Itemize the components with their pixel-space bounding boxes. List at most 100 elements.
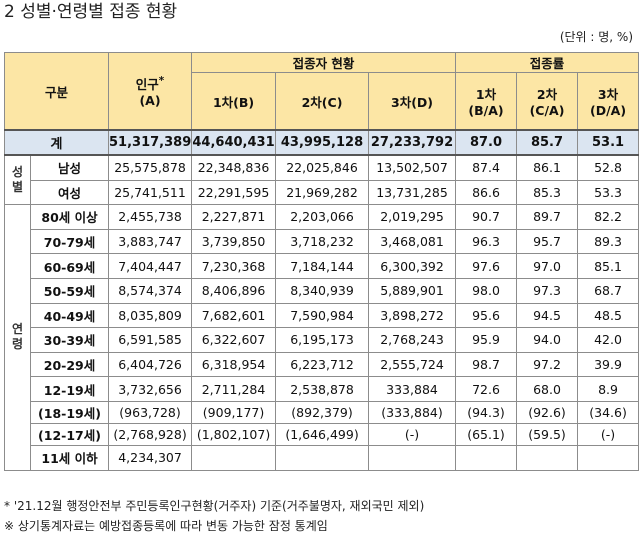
cell — [275, 444, 370, 471]
cell: (1,802,107) — [191, 422, 277, 446]
cell: 13,731,285 — [368, 179, 457, 206]
cell — [191, 444, 277, 471]
cell: (-) — [577, 422, 640, 446]
cell: 95.6 — [455, 302, 518, 329]
cell: 6,223,712 — [275, 351, 370, 378]
cell: 2,455,738 — [108, 204, 193, 230]
row-label: 40-49세 — [29, 302, 110, 329]
table-row: 50-59세 8,574,374 8,406,896 8,340,939 5,8… — [5, 277, 640, 304]
cell: 7,230,368 — [191, 253, 277, 279]
cell: 86.1 — [516, 154, 579, 181]
vaccination-table: 구분 인구* (A) 접종자 현황 접종률 1차(B) 2차(C) 3차(D) … — [3, 52, 640, 471]
cell: (2,768,928) — [108, 422, 193, 446]
table-row: 70-79세 3,883,747 3,739,850 3,718,232 3,4… — [5, 228, 640, 255]
cell: 2,555,724 — [368, 351, 457, 378]
cell: 94.0 — [516, 327, 579, 353]
cell — [455, 444, 518, 471]
unit-note: (단위 : 명, %) — [559, 30, 633, 44]
table-row: 40-49세 8,035,809 7,682,601 7,590,984 3,8… — [5, 302, 640, 329]
cell: (1,646,499) — [275, 422, 370, 446]
cell: 21,969,282 — [275, 179, 370, 206]
cell: 5,889,901 — [368, 277, 457, 304]
cell: 7,184,144 — [275, 253, 370, 279]
header-dose3: 3차(D) — [368, 72, 457, 131]
cell: 86.6 — [455, 179, 518, 206]
cell: 53.1 — [577, 129, 640, 156]
cell: 97.2 — [516, 351, 579, 378]
cell: 3,718,232 — [275, 228, 370, 255]
cell: 96.3 — [455, 228, 518, 255]
cell: 87.0 — [455, 129, 518, 156]
cell: (909,177) — [191, 400, 277, 424]
row-label: 계 — [3, 129, 110, 156]
table-row: (18-19세) (963,728) (909,177) (892,379) (… — [5, 400, 640, 424]
cell: 95.9 — [455, 327, 518, 353]
total-row: 계 51,317,389 44,640,431 43,995,128 27,23… — [3, 129, 640, 156]
cell: 2,768,243 — [368, 327, 457, 353]
row-label: 80세 이상 — [29, 204, 110, 230]
cell: (963,728) — [108, 400, 193, 424]
cell — [577, 444, 640, 471]
cell: 51,317,389 — [108, 129, 193, 156]
cell: 68.7 — [577, 277, 640, 304]
cell: 7,404,447 — [108, 253, 193, 279]
cell: 89.7 — [516, 204, 579, 230]
cell: 90.7 — [455, 204, 518, 230]
cell: 94.5 — [516, 302, 579, 329]
cell: 52.8 — [577, 154, 640, 181]
cell: 8,035,809 — [108, 302, 193, 329]
footnote: ※ 상기통계자료는 예방접종등록에 따라 변동 가능한 잠정 통계임 — [4, 519, 328, 533]
footnotes: * '21.12월 행정안전부 주민등록인구현황(거주자) 기준(거주불명자, … — [4, 496, 424, 536]
table-row: (12-17세) (2,768,928) (1,802,107) (1,646,… — [5, 422, 640, 446]
cell: (-) — [368, 422, 457, 446]
header-vaccinated: 접종자 현황 — [191, 52, 457, 73]
header-rate2: 2차 (C/A) — [516, 72, 579, 131]
cell: (333,884) — [368, 400, 457, 424]
cell: 6,322,607 — [191, 327, 277, 353]
cell: 6,318,954 — [191, 351, 277, 378]
header-rate3: 3차 (D/A) — [577, 72, 640, 131]
cell — [516, 444, 579, 471]
cell: 22,348,836 — [191, 154, 277, 181]
cell: 6,591,585 — [108, 327, 193, 353]
cell: 98.7 — [455, 351, 518, 378]
row-label: 70-79세 — [29, 228, 110, 255]
cell: 95.7 — [516, 228, 579, 255]
cell: 25,575,878 — [108, 154, 193, 181]
cell: 25,741,511 — [108, 179, 193, 206]
cell: (94.3) — [455, 400, 518, 424]
row-label: 남성 — [29, 154, 110, 181]
cell: 85.7 — [516, 129, 579, 156]
table-row: 11세 이하 4,234,307 — [5, 444, 640, 471]
header-rate: 접종률 — [455, 52, 640, 73]
cell: 27,233,792 — [368, 129, 457, 156]
cell: 2,203,066 — [275, 204, 370, 230]
row-label: (12-17세) — [29, 422, 110, 446]
cell: (34.6) — [577, 400, 640, 424]
cell: 98.0 — [455, 277, 518, 304]
cell: 89.3 — [577, 228, 640, 255]
cell: 7,590,984 — [275, 302, 370, 329]
cell: 3,732,656 — [108, 376, 193, 402]
cell: 8.9 — [577, 376, 640, 402]
cell: 85.1 — [577, 253, 640, 279]
table-row: 12-19세 3,732,656 2,711,284 2,538,878 333… — [5, 376, 640, 402]
cell: 39.9 — [577, 351, 640, 378]
cell: 6,404,726 — [108, 351, 193, 378]
header-dose1: 1차(B) — [191, 72, 277, 131]
cell: 3,739,850 — [191, 228, 277, 255]
header-population: 인구* (A) — [108, 52, 193, 131]
cell: 8,340,939 — [275, 277, 370, 304]
cell: 2,711,284 — [191, 376, 277, 402]
header-rate1: 1차 (B/A) — [455, 72, 518, 131]
cell: 8,406,896 — [191, 277, 277, 304]
cell: 3,468,081 — [368, 228, 457, 255]
row-label: 20-29세 — [29, 351, 110, 378]
cell: 85.3 — [516, 179, 579, 206]
row-label: (18-19세) — [29, 400, 110, 424]
cell: 42.0 — [577, 327, 640, 353]
cell: 97.3 — [516, 277, 579, 304]
cell: 333,884 — [368, 376, 457, 402]
